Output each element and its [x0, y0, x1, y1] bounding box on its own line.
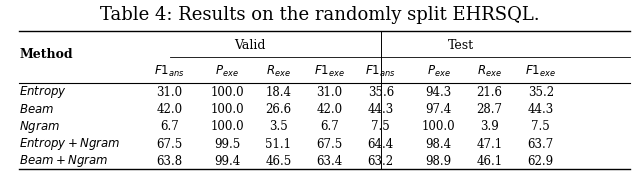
Text: 3.9: 3.9 — [480, 120, 499, 133]
Text: 100.0: 100.0 — [211, 86, 244, 99]
Text: 6.7: 6.7 — [320, 120, 339, 133]
Text: 63.4: 63.4 — [316, 155, 343, 168]
Text: $\mathit{P}_{exe}$: $\mathit{P}_{exe}$ — [426, 64, 451, 79]
Text: 62.9: 62.9 — [528, 155, 554, 168]
Text: 31.0: 31.0 — [317, 86, 342, 99]
Text: $\mathit{R}_{exe}$: $\mathit{R}_{exe}$ — [477, 64, 502, 79]
Text: 99.4: 99.4 — [214, 155, 241, 168]
Text: 63.7: 63.7 — [527, 138, 554, 151]
Text: $\mathit{Entropy + Ngram}$: $\mathit{Entropy + Ngram}$ — [19, 136, 120, 152]
Text: $\mathit{Ngram}$: $\mathit{Ngram}$ — [19, 119, 60, 135]
Text: 94.3: 94.3 — [425, 86, 452, 99]
Text: 63.2: 63.2 — [368, 155, 394, 168]
Text: 98.9: 98.9 — [426, 155, 451, 168]
Text: 44.3: 44.3 — [527, 103, 554, 116]
Text: $\mathit{Beam + Ngram}$: $\mathit{Beam + Ngram}$ — [19, 153, 108, 169]
Text: Method: Method — [19, 48, 73, 61]
Text: $\mathit{F1}_{exe}$: $\mathit{F1}_{exe}$ — [525, 64, 556, 79]
Text: 18.4: 18.4 — [266, 86, 291, 99]
Text: 42.0: 42.0 — [157, 103, 182, 116]
Text: 46.5: 46.5 — [265, 155, 292, 168]
Text: 98.4: 98.4 — [426, 138, 451, 151]
Text: 31.0: 31.0 — [157, 86, 182, 99]
Text: Table 4: Results on the randomly split EHRSQL.: Table 4: Results on the randomly split E… — [100, 6, 540, 24]
Text: Test: Test — [448, 39, 474, 52]
Text: 64.4: 64.4 — [367, 138, 394, 151]
Text: 35.6: 35.6 — [367, 86, 394, 99]
Text: 100.0: 100.0 — [211, 103, 244, 116]
Text: $\mathit{Entropy}$: $\mathit{Entropy}$ — [19, 84, 67, 100]
Text: 21.6: 21.6 — [477, 86, 502, 99]
Text: 7.5: 7.5 — [371, 120, 390, 133]
Text: 35.2: 35.2 — [528, 86, 554, 99]
Text: $\mathit{Beam}$: $\mathit{Beam}$ — [19, 103, 54, 116]
Text: $\mathit{F1}_{ans}$: $\mathit{F1}_{ans}$ — [365, 64, 396, 79]
Text: 67.5: 67.5 — [156, 138, 183, 151]
Text: 47.1: 47.1 — [477, 138, 502, 151]
Text: 46.1: 46.1 — [477, 155, 502, 168]
Text: 3.5: 3.5 — [269, 120, 288, 133]
Text: 100.0: 100.0 — [422, 120, 455, 133]
Text: 97.4: 97.4 — [425, 103, 452, 116]
Text: 63.8: 63.8 — [157, 155, 182, 168]
Text: $\mathit{P}_{exe}$: $\mathit{P}_{exe}$ — [215, 64, 239, 79]
Text: $\mathit{R}_{exe}$: $\mathit{R}_{exe}$ — [266, 64, 291, 79]
Text: 44.3: 44.3 — [367, 103, 394, 116]
Text: $\mathit{F1}_{ans}$: $\mathit{F1}_{ans}$ — [154, 64, 185, 79]
Text: 51.1: 51.1 — [266, 138, 291, 151]
Text: 67.5: 67.5 — [316, 138, 343, 151]
Text: 42.0: 42.0 — [317, 103, 342, 116]
Text: 26.6: 26.6 — [266, 103, 291, 116]
Text: 99.5: 99.5 — [214, 138, 241, 151]
Text: Valid: Valid — [234, 39, 266, 52]
Text: 28.7: 28.7 — [477, 103, 502, 116]
Text: 6.7: 6.7 — [160, 120, 179, 133]
Text: $\mathit{F1}_{exe}$: $\mathit{F1}_{exe}$ — [314, 64, 345, 79]
Text: 7.5: 7.5 — [531, 120, 550, 133]
Text: 100.0: 100.0 — [211, 120, 244, 133]
